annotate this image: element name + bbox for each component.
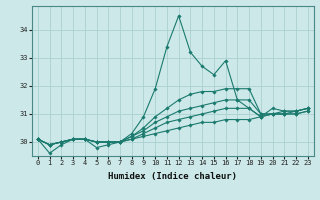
X-axis label: Humidex (Indice chaleur): Humidex (Indice chaleur) (108, 172, 237, 181)
